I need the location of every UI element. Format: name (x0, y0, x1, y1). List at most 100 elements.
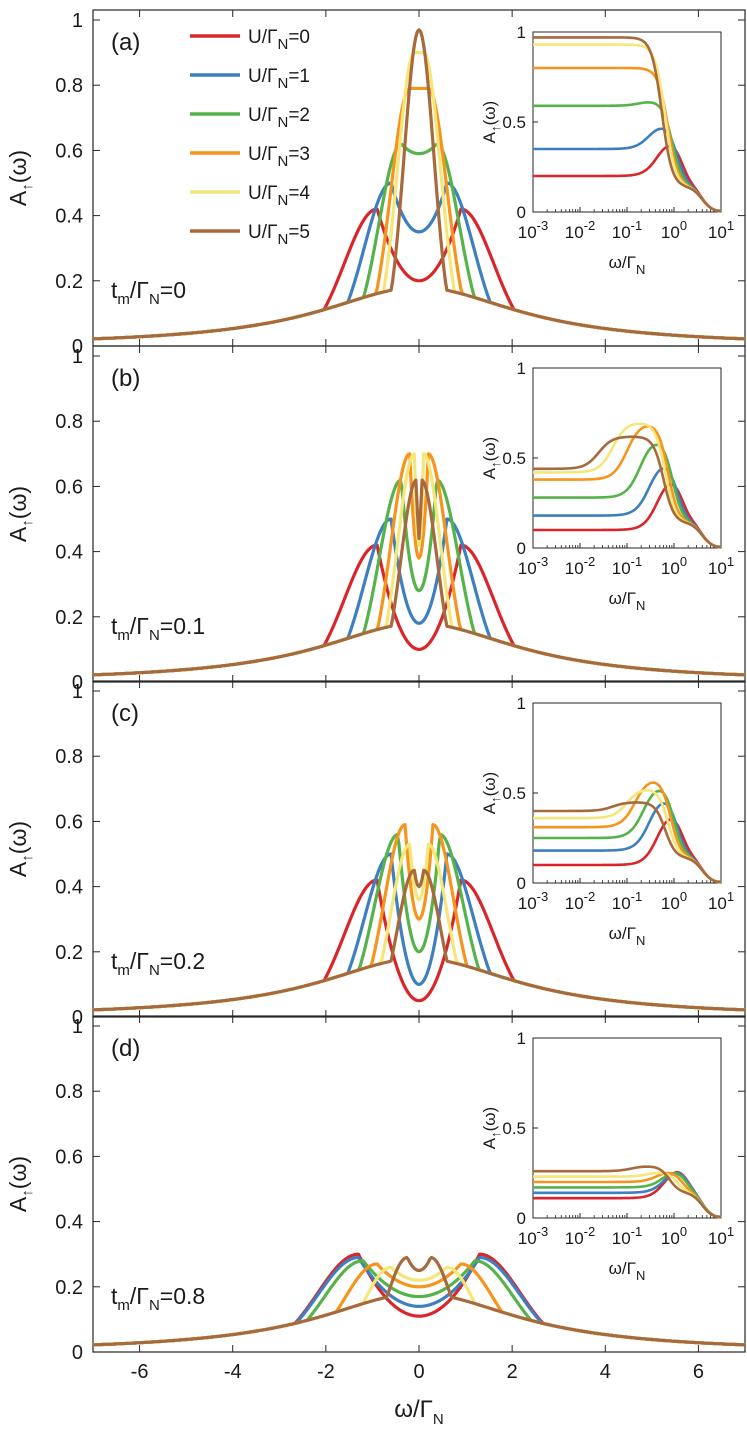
inset-y-tick-label: 1 (517, 359, 526, 378)
inset-y-tick-label: 0 (517, 1209, 526, 1228)
y-tick-label: 0.8 (55, 411, 83, 433)
y-axis-label: A↑(ω) (5, 1156, 36, 1212)
y-tick-label: 0.2 (55, 1277, 83, 1299)
inset-y-tick-label: 0 (517, 539, 526, 558)
y-tick-label: 0.8 (55, 75, 83, 97)
inset-x-tick-label: 10-2 (565, 1224, 595, 1248)
series-line-0 (92, 207, 746, 341)
panel-3: 0 0.2 0.4 0.6 0.8 1 -6 -4 -2 0 2 4 6 A↑(ω) (d) tm/ΓN=0.… (5, 1015, 746, 1383)
y-tick-label: 0 (72, 1342, 83, 1364)
inset-x-tick-label: 100 (661, 889, 687, 913)
x-tick-label: 0 (413, 1361, 424, 1383)
inset-series-line-2 (533, 1171, 722, 1219)
inset-x-tick-label: 10-3 (518, 554, 548, 578)
inset-series-line-0 (533, 818, 722, 884)
inset-y-tick-label: 0 (517, 203, 526, 222)
y-tick-label: 0.4 (55, 542, 83, 564)
y-tick-label: 0.2 (55, 607, 83, 629)
x-tick-label: -6 (131, 1361, 149, 1383)
y-tick-label: 0.6 (55, 140, 83, 162)
axis-labels: ω/ΓN (394, 1396, 443, 1428)
y-tick-label: 0.4 (55, 877, 83, 899)
inset-3: 0 0.5 1 10-3 10-2 10-1 100 101 A↑(ω) ω/ΓN (480, 1029, 734, 1283)
inset-x-tick-label: 101 (708, 218, 734, 242)
y-tick-label: 0.6 (55, 811, 83, 833)
inset-series-line-5 (533, 36, 722, 213)
panel-parameter: tm/ΓN=0 (111, 277, 186, 308)
series-line-5 (92, 478, 746, 677)
series-line-5 (92, 28, 746, 341)
inset-x-tick-label: 100 (661, 554, 687, 578)
inset-x-tick-label: 10-1 (612, 554, 642, 578)
y-tick-label: 0.6 (55, 1146, 83, 1168)
inset-x-tick-label: 10-3 (518, 218, 548, 242)
y-tick-label: 0 (72, 672, 83, 694)
inset-x-label: ω/ΓN (609, 589, 646, 613)
inset-x-label: ω/ΓN (609, 253, 646, 277)
y-tick-label: 0.4 (55, 1212, 83, 1234)
inset-series-line-1 (533, 467, 722, 549)
inset-x-tick-label: 10-2 (565, 218, 595, 242)
legend-entry-2: U/ΓN=2 (248, 105, 310, 131)
inset-y-label: A↑(ω) (480, 1107, 503, 1149)
series-line-5 (92, 1255, 746, 1347)
inset-x-tick-label: 10-3 (518, 889, 548, 913)
y-tick-label: 0.4 (55, 206, 83, 228)
legend-entry-4: U/ΓN=4 (248, 183, 310, 209)
inset-x-tick-label: 100 (661, 218, 687, 242)
inset-y-tick-label: 0.5 (502, 449, 526, 468)
legend-entry-1: U/ΓN=1 (248, 66, 310, 92)
legend-entry-5: U/ΓN=5 (248, 222, 310, 248)
panel-parameter: tm/ΓN=0.1 (111, 613, 205, 644)
inset-x-tick-label: 10-1 (612, 889, 642, 913)
y-tick-label: 0.2 (55, 942, 83, 964)
inset-0: 0 0.5 1 10-3 10-2 10-1 100 101 A↑(ω) ω/ΓN (480, 23, 734, 277)
y-axis-label: A↑(ω) (5, 821, 36, 877)
panel-label: (b) (111, 365, 140, 392)
y-tick-label: 1 (72, 681, 83, 703)
series-line-5 (92, 868, 746, 1012)
y-tick-label: 0 (72, 336, 83, 358)
y-axis-label: A↑(ω) (5, 150, 36, 206)
panel-label: (c) (111, 700, 139, 727)
y-tick-label: 0.8 (55, 746, 83, 768)
inset-y-tick-label: 1 (517, 23, 526, 42)
inset-y-tick-label: 0.5 (502, 784, 526, 803)
y-tick-label: 0.8 (55, 1081, 83, 1103)
legend-entry-3: U/ΓN=3 (248, 144, 310, 170)
inset-y-tick-label: 0.5 (502, 1119, 526, 1138)
inset-y-label: A↑(ω) (480, 101, 503, 143)
inset-x-tick-label: 101 (708, 554, 734, 578)
y-tick-label: 1 (72, 346, 83, 368)
panel-parameter: tm/ΓN=0.2 (111, 948, 205, 979)
panel-2: 0 0.2 0.4 0.6 0.8 1 A↑(ω) (c) tm/ΓN=0.2 0 0.5 1 10-3… (5, 680, 746, 1029)
panel-label: (d) (111, 1035, 140, 1062)
inset-x-tick-label: 10-2 (565, 554, 595, 578)
inset-x-tick-label: 10-1 (612, 218, 642, 242)
inset-series-line-0 (533, 144, 722, 213)
x-axis-label: ω/ΓN (394, 1396, 443, 1428)
inset-y-label: A↑(ω) (480, 437, 503, 479)
x-tick-label: 2 (507, 1361, 518, 1383)
legend: U/ΓN=0 U/ΓN=1 U/ΓN=2 U/ΓN=3 U/ΓN=4 U/ΓN=5 (190, 27, 310, 248)
x-tick-label: -2 (317, 1361, 335, 1383)
inset-1: 0 0.5 1 10-3 10-2 10-1 100 101 A↑(ω) ω/ΓN (480, 359, 734, 613)
y-tick-label: 0.2 (55, 271, 83, 293)
inset-y-tick-label: 0.5 (502, 113, 526, 132)
y-axis-label: A↑(ω) (5, 486, 36, 542)
inset-y-tick-label: 0 (517, 874, 526, 893)
panel-parameter: tm/ΓN=0.8 (111, 1283, 205, 1314)
inset-x-tick-label: 101 (708, 889, 734, 913)
x-tick-label: 4 (600, 1361, 611, 1383)
inset-x-tick-label: 10-2 (565, 889, 595, 913)
legend-entry-0: U/ΓN=0 (248, 27, 310, 53)
inset-series-line-1 (533, 127, 722, 213)
inset-x-tick-label: 10-3 (518, 1224, 548, 1248)
panel-1: 0 0.2 0.4 0.6 0.8 1 A↑(ω) (b) tm/ΓN=0.1 0 0.5 1 10-3… (5, 345, 746, 694)
y-tick-label: 1 (72, 10, 83, 32)
inset-x-label: ω/ΓN (609, 1259, 646, 1283)
inset-x-label: ω/ΓN (609, 924, 646, 948)
y-tick-label: 1 (72, 1016, 83, 1038)
inset-y-tick-label: 1 (517, 1029, 526, 1048)
